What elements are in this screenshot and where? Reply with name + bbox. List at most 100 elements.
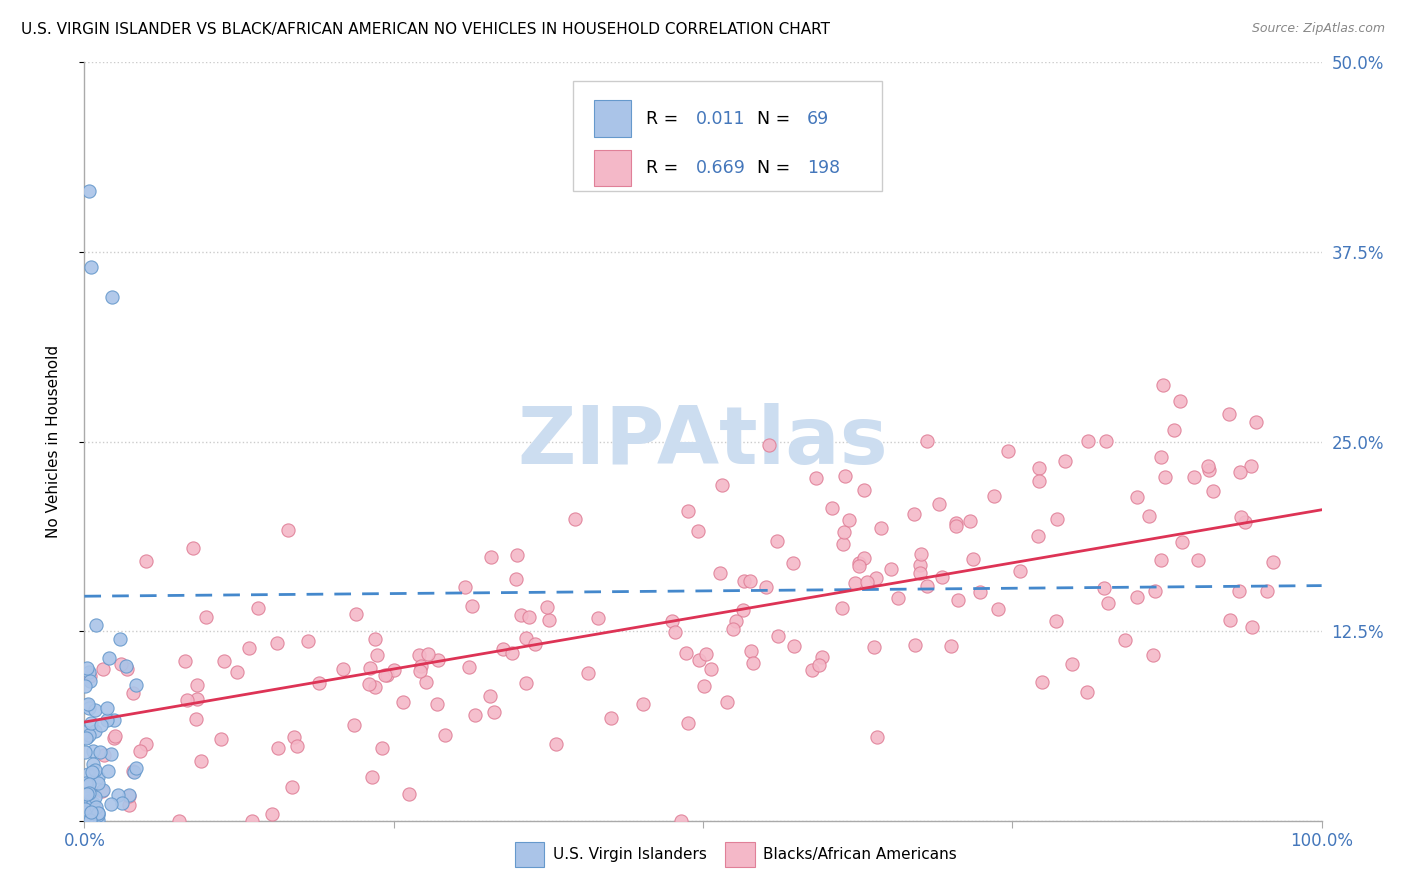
Point [117,662,139,676]
Point [91,662,114,676]
Point [103,731,125,745]
Point [983,490,1005,504]
Point [79,728,101,742]
Point [1163,423,1185,437]
Text: 198: 198 [807,159,839,177]
Point [125,761,148,775]
Point [86,775,108,789]
Text: U.S. VIRGIN ISLANDER VS BLACK/AFRICAN AMERICAN NO VEHICLES IN HOUSEHOLD CORRELAT: U.S. VIRGIN ISLANDER VS BLACK/AFRICAN AM… [21,22,830,37]
Point [945,516,967,530]
Point [75,808,97,822]
Point [398,787,420,801]
Point [96,701,118,715]
Point [75,724,97,739]
Point [122,686,145,700]
Point [479,689,502,703]
Point [1233,515,1256,529]
Point [866,730,889,744]
Point [76,661,98,675]
Point [375,667,398,681]
Point [1150,450,1173,465]
Point [167,814,190,828]
Point [1028,475,1050,489]
Text: R =: R = [647,110,683,128]
Point [84,724,107,739]
Point [969,584,991,599]
Point [359,661,381,675]
Point [117,798,139,813]
Point [1054,454,1077,468]
Point [454,580,477,594]
Point [359,677,381,691]
Point [804,471,827,485]
Point [266,636,288,650]
Point [1142,648,1164,662]
Point [688,652,710,666]
Point [1076,685,1098,699]
Point [90,784,112,798]
Point [77,777,100,791]
Point [117,788,139,802]
Point [360,770,382,784]
Point [482,705,505,719]
Point [184,712,207,726]
Point [908,566,931,581]
Point [87,808,110,822]
Point [880,562,903,576]
Point [1230,509,1253,524]
Point [807,657,830,672]
Point [75,745,97,759]
Point [945,518,967,533]
Point [174,655,197,669]
Point [115,659,138,673]
Point [100,797,122,811]
Bar [595,101,631,136]
Point [1028,461,1050,475]
Point [76,787,98,801]
Point [1187,553,1209,567]
Point [80,716,103,731]
Point [1229,465,1251,479]
Point [75,812,97,826]
Point [238,640,260,655]
Point [364,632,387,646]
Text: 69: 69 [807,110,830,128]
Point [461,599,484,613]
Point [84,801,107,815]
Point [758,438,780,452]
Point [1171,534,1194,549]
Text: N =: N = [758,110,796,128]
Point [262,806,284,821]
Point [928,498,950,512]
Point [1046,512,1069,526]
Point [1240,458,1263,473]
Point [75,775,97,789]
Point [869,521,891,535]
Point [664,625,686,640]
Point [731,603,754,617]
Point [434,728,457,742]
Point [84,618,107,632]
Point [426,653,449,667]
Point [281,780,304,794]
Point [76,809,98,823]
Point [277,524,299,538]
Point [82,796,104,810]
Point [118,789,141,804]
Point [1256,583,1278,598]
Point [904,638,927,652]
Point [832,536,855,550]
Text: Blacks/African Americans: Blacks/African Americans [763,847,957,862]
Point [91,783,114,797]
Point [1137,508,1160,523]
Point [675,646,697,660]
Point [409,664,432,678]
Point [856,575,879,590]
Point [418,648,440,662]
Point [515,631,537,645]
Point [76,812,98,826]
Point [76,730,98,744]
Point [79,787,101,801]
Text: ZIPAtlas: ZIPAtlas [517,402,889,481]
Point [128,744,150,758]
